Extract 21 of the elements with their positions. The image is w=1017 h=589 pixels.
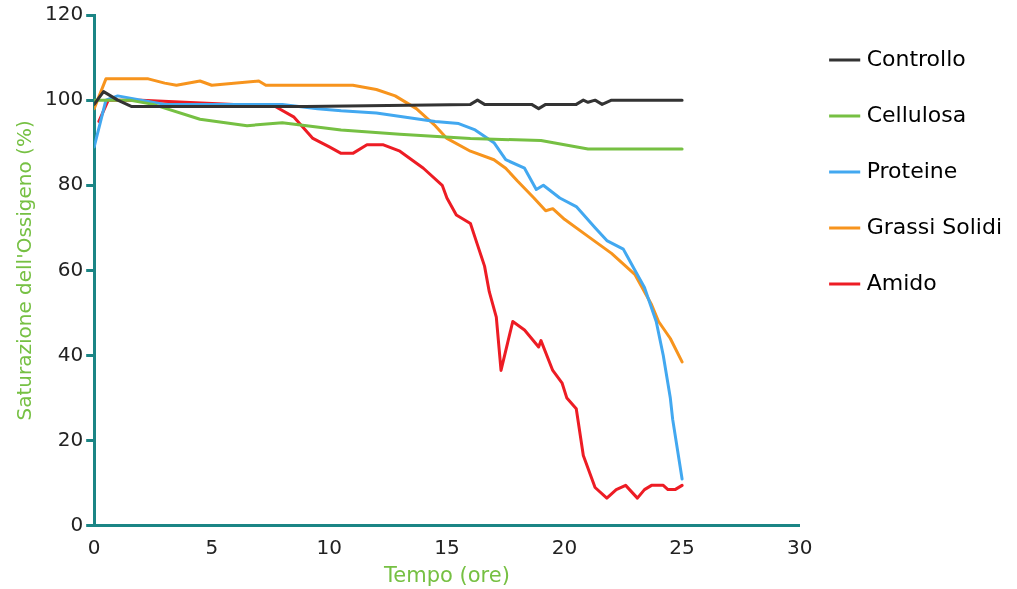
x-tick-label: 25 — [669, 535, 695, 559]
legend-label: Proteine — [866, 157, 958, 183]
x-tick-label: 20 — [551, 535, 578, 559]
legend-label: Controllo — [866, 45, 966, 71]
y-tick-label: 80 — [57, 171, 84, 196]
x-tick-label: 5 — [205, 535, 219, 559]
y-tick-label: 60 — [57, 256, 84, 281]
y-tick-label: 100 — [44, 86, 84, 111]
x-tick-label: 0 — [87, 535, 101, 559]
x-axis-title: Tempo (ore) — [383, 562, 510, 587]
legend-label: Grassi Solidi — [866, 213, 1003, 239]
y-tick-label: 120 — [44, 1, 84, 26]
x-tick-label: 30 — [786, 535, 813, 559]
x-tick-label: 15 — [434, 535, 460, 559]
legend-label: Cellulosa — [866, 101, 967, 127]
y-axis-title: Saturazione dell'Ossigeno (%) — [12, 120, 37, 421]
legend-label: Amido — [866, 269, 937, 295]
y-tick-label: 20 — [57, 426, 84, 451]
x-tick-label: 10 — [316, 535, 343, 559]
y-tick-label: 0 — [70, 512, 84, 536]
y-tick-label: 40 — [57, 341, 84, 366]
